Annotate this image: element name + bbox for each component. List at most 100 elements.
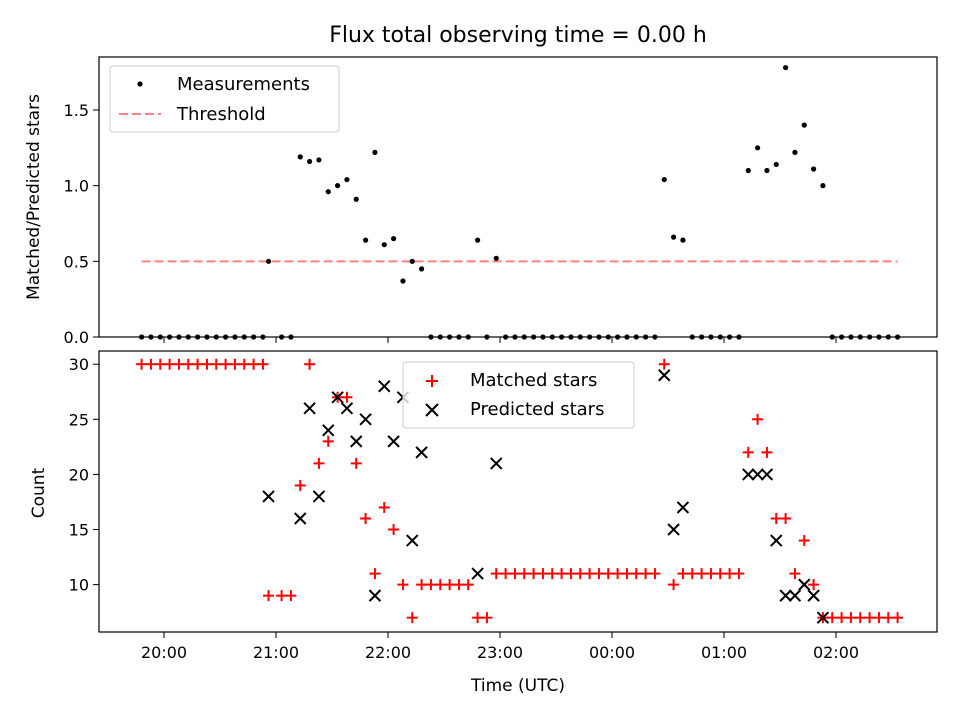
matched-star-point	[220, 358, 232, 370]
measurement-point	[745, 167, 751, 174]
measurement-point	[792, 149, 798, 155]
matched-star-point	[537, 568, 549, 580]
matched-star-point	[752, 413, 764, 425]
predicted-star-point	[415, 446, 428, 459]
y-tick-label: 0.5	[64, 252, 89, 271]
count-y-ticks: 10 15 20 25 30	[69, 355, 99, 595]
predicted-star-point	[788, 589, 802, 602]
x-tick-label: 01:00	[701, 643, 747, 662]
predicted-star-point	[807, 589, 820, 602]
matched-star-point	[686, 568, 698, 580]
predicted-star-point	[303, 402, 316, 415]
count-panel: 10 15 20 25 30 20:00 21:00 22:00 23:00 00:00 01:0…	[29, 350, 938, 696]
matched-star-point	[798, 535, 810, 547]
measurement-point	[344, 176, 350, 183]
count-plot-frame	[98, 350, 938, 633]
matched-star-point	[248, 358, 260, 370]
matched-star-point	[263, 590, 275, 602]
predicted-star-point	[378, 380, 391, 393]
measurement-point	[335, 183, 341, 189]
matched-star-point	[789, 568, 801, 580]
measurement-point	[363, 237, 369, 243]
predicted-star-point	[676, 501, 690, 514]
ratio-y-axis-label: Matched/Predicted stars	[24, 94, 44, 300]
matched-star-point	[472, 612, 484, 624]
matched-star-point	[294, 479, 306, 491]
predicted-star-point	[368, 589, 382, 602]
matched-star-point	[416, 579, 428, 591]
matched-star-point	[546, 568, 558, 580]
predicted-star-point	[262, 490, 275, 503]
measurement-point	[353, 196, 359, 202]
matched-star-point	[864, 612, 876, 624]
matched-star-point	[182, 358, 194, 370]
ratio-legend: Measurements Threshold	[109, 65, 340, 133]
measurement-point	[372, 149, 378, 155]
matched-star-point	[640, 568, 652, 580]
matched-star-point	[873, 612, 885, 624]
matched-star-point	[238, 358, 250, 370]
predicted-star-point	[471, 567, 484, 580]
chart-title: Flux total observing time = 0.00 h	[329, 23, 707, 48]
matched-star-point	[742, 446, 754, 458]
matched-star-point	[845, 612, 857, 624]
predicted-star-point	[816, 611, 830, 624]
measurement-point	[400, 278, 406, 284]
measurement-point	[661, 176, 667, 183]
legend-marker-predicted	[425, 403, 439, 417]
predicted-star-point	[779, 589, 792, 602]
measurement-point	[409, 258, 415, 264]
matched-star-point	[257, 358, 269, 370]
measurement-point	[755, 145, 761, 151]
measurement-point	[493, 255, 499, 261]
measurement-point	[680, 237, 686, 243]
measurement-point	[325, 189, 331, 195]
y-tick-label: 10	[69, 576, 89, 595]
matched-star-point	[854, 612, 866, 624]
matched-star-point	[518, 568, 530, 580]
predicted-star-point	[312, 490, 326, 503]
legend-label-threshold: Threshold	[176, 104, 266, 125]
measurement-point	[773, 161, 779, 168]
matched-star-point	[462, 579, 474, 591]
y-tick-label: 1.5	[64, 101, 89, 120]
y-tick-label: 20	[69, 465, 89, 484]
predicted-star-point	[760, 468, 774, 481]
measurement-point	[316, 157, 322, 163]
matched-star-point	[313, 457, 325, 469]
predicted-star-point	[406, 534, 419, 547]
x-tick-label: 21:00	[253, 643, 299, 662]
matched-star-point	[136, 358, 148, 370]
matched-star-point	[201, 358, 213, 370]
y-tick-label: 30	[69, 355, 89, 374]
matched-star-point	[621, 568, 633, 580]
x-axis-label: Time (UTC)	[470, 676, 565, 696]
matched-star-point	[509, 568, 521, 580]
matched-star-point	[761, 446, 773, 458]
ratio-panel: 0.0 0.5 1.0 1.5 Matched/Predicted stars Mea…	[24, 56, 938, 347]
matched-star-point	[724, 568, 736, 580]
predicted-star-point	[742, 468, 755, 481]
predicted-star-point	[490, 457, 503, 470]
matched-star-point	[500, 568, 512, 580]
predicted-star-point	[667, 523, 680, 536]
matched-star-point	[584, 568, 596, 580]
count-y-axis-label: Count	[29, 467, 49, 518]
measurement-point	[391, 236, 397, 242]
count-legend: Matched stars Predicted stars	[402, 361, 635, 429]
matched-star-point	[770, 512, 782, 524]
predicted-star-point	[751, 468, 764, 481]
predicted-star-point	[322, 424, 335, 437]
measurement-point	[820, 183, 826, 189]
matched-star-point	[733, 568, 745, 580]
y-tick-label: 15	[69, 521, 89, 540]
matched-star-point	[425, 579, 437, 591]
measurement-point	[764, 167, 770, 174]
matched-star-point	[658, 358, 670, 370]
matched-star-point	[481, 612, 493, 624]
matched-star-point	[378, 501, 390, 513]
matched-star-point	[574, 568, 586, 580]
matched-star-point	[360, 512, 372, 524]
matched-star-point	[229, 358, 241, 370]
